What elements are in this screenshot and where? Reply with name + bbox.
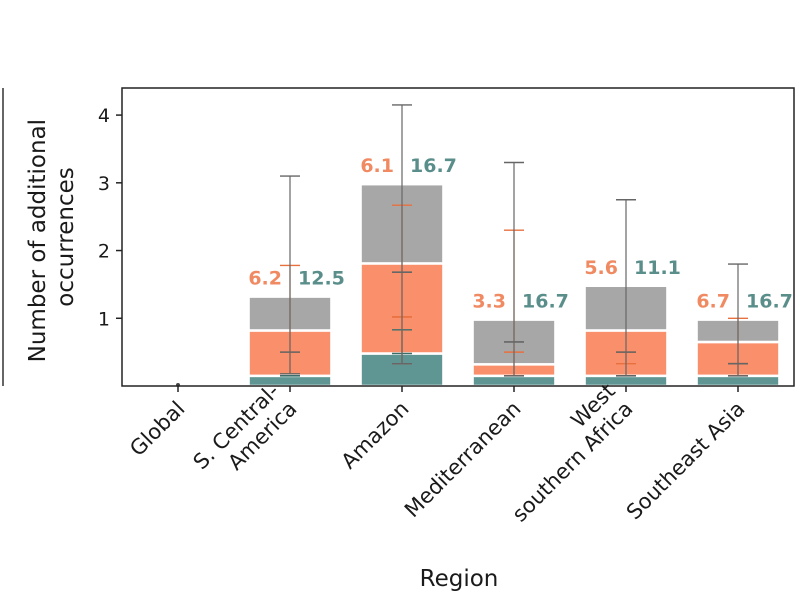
- error-bars-layer: [176, 104, 748, 387]
- y-axis-title-line-2: occurrences: [53, 167, 79, 306]
- plot-frame: [121, 87, 795, 387]
- x-category-label-line: Southeast Asia: [622, 397, 750, 525]
- orange-percent-label: 6.1: [360, 155, 394, 177]
- orange-percent-label: 6.2: [248, 268, 282, 290]
- x-category-label: S. Central-America: [189, 379, 302, 492]
- bar-segment: [471, 374, 557, 388]
- y-axis: 1 2 3 4: [98, 105, 122, 330]
- x-axis: Global S. Central-America AmazonMediterran…: [125, 379, 749, 527]
- teal-percent-label: 16.7: [522, 291, 569, 313]
- x-category-label-line: Global: [125, 397, 189, 461]
- x-category-label-line: Mediterranean: [400, 397, 526, 523]
- teal-percent-label: 16.7: [746, 291, 793, 313]
- y-axis-title-line-1: Number of additional: [25, 119, 51, 362]
- value-labels-layer: 6.2 12.5 6.1 16.7 3.3 16.7 5.6 11.1 6.7 16.7: [248, 155, 793, 312]
- teal-percent-label: 16.7: [410, 155, 457, 177]
- orange-percent-label: 3.3: [472, 291, 506, 313]
- x-axis-title: Region: [420, 566, 499, 592]
- y-tick-label: 1: [98, 308, 110, 330]
- teal-percent-label: 12.5: [298, 268, 345, 290]
- orange-percent-label: 5.6: [584, 257, 618, 279]
- bar-segment: [695, 374, 781, 388]
- y-tick-label: 4: [98, 105, 110, 127]
- y-tick-label: 2: [98, 241, 110, 263]
- y-tick-label: 3: [98, 173, 110, 195]
- orange-percent-label: 6.7: [696, 291, 730, 313]
- x-category-label: Amazon: [337, 397, 414, 474]
- teal-percent-label: 11.1: [634, 257, 681, 279]
- x-category-label-line: Amazon: [337, 397, 414, 474]
- x-category-label: Mediterranean: [400, 397, 526, 523]
- x-category-label: Southeast Asia: [622, 397, 750, 525]
- y-axis-title: Number of additional occurrences: [25, 112, 79, 363]
- x-category-label: Global: [125, 397, 189, 461]
